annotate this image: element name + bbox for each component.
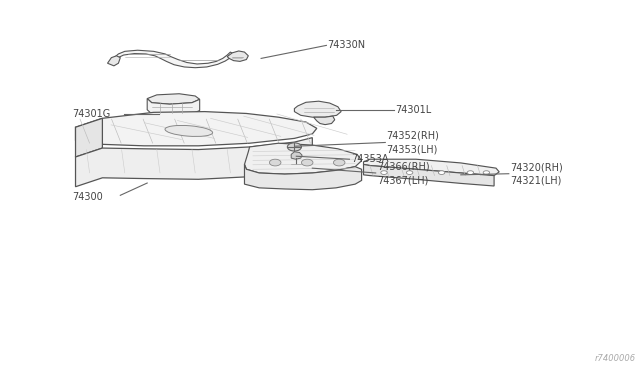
Circle shape [287, 143, 301, 151]
Polygon shape [76, 118, 102, 157]
Polygon shape [294, 101, 341, 117]
Circle shape [333, 159, 345, 166]
Polygon shape [244, 164, 362, 190]
Text: r7400006: r7400006 [595, 354, 636, 363]
Text: 74367(LH): 74367(LH) [377, 176, 428, 186]
Ellipse shape [165, 125, 212, 137]
Text: 74300: 74300 [72, 192, 103, 202]
Polygon shape [291, 152, 302, 159]
Polygon shape [364, 164, 494, 186]
Text: 74301L: 74301L [395, 106, 431, 115]
Polygon shape [108, 56, 120, 66]
Polygon shape [76, 112, 317, 146]
Circle shape [467, 171, 474, 174]
Text: 74353A: 74353A [351, 154, 388, 164]
Text: 74301G: 74301G [72, 109, 111, 119]
Polygon shape [147, 99, 200, 115]
Polygon shape [147, 94, 200, 104]
Polygon shape [111, 50, 234, 68]
Text: 74321(LH): 74321(LH) [510, 176, 561, 186]
Circle shape [483, 171, 490, 174]
Circle shape [438, 171, 445, 174]
Polygon shape [314, 116, 335, 125]
Text: 74330N: 74330N [328, 41, 366, 50]
Text: 74352(RH): 74352(RH) [387, 131, 440, 141]
Circle shape [269, 159, 281, 166]
Circle shape [301, 159, 313, 166]
Polygon shape [364, 159, 499, 176]
Polygon shape [76, 138, 312, 187]
Text: 74353(LH): 74353(LH) [387, 144, 438, 154]
Text: 74320(RH): 74320(RH) [510, 162, 563, 172]
Polygon shape [227, 51, 248, 61]
Polygon shape [244, 143, 362, 174]
Text: 74366(RH): 74366(RH) [377, 162, 429, 172]
Circle shape [381, 171, 387, 174]
Circle shape [406, 171, 413, 174]
